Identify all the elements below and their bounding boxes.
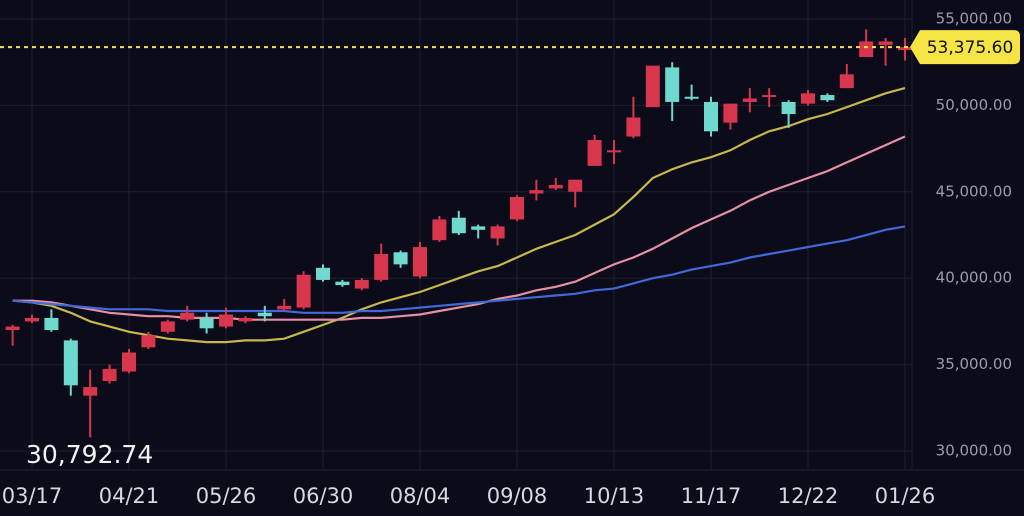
candle-body [626, 117, 641, 137]
candle-body [413, 247, 427, 277]
candle-body [548, 184, 563, 189]
candle-body [607, 150, 621, 153]
candle-body [801, 93, 815, 104]
candle-body [199, 317, 214, 329]
candle-body [665, 67, 680, 102]
y-tick-label: 55,000.00 [936, 10, 1012, 28]
y-tick-label: 40,000.00 [936, 269, 1012, 287]
candle-body [451, 217, 466, 234]
x-tick-label: 03/17 [2, 484, 63, 508]
last-price-tag [910, 30, 1020, 65]
candle-body [238, 317, 253, 322]
candle-body [63, 340, 78, 386]
candle-body [160, 321, 175, 332]
x-tick-label: 09/08 [487, 484, 548, 508]
x-tick-label: 11/17 [681, 484, 742, 508]
x-tick-label: 01/26 [875, 484, 936, 508]
candle-body [471, 226, 486, 230]
x-tick-label: 05/26 [196, 484, 257, 508]
x-tick-label: 04/21 [99, 484, 160, 508]
candle-body [393, 252, 408, 265]
candle-body [704, 101, 718, 132]
y-tick-label: 50,000.00 [936, 96, 1012, 114]
candle-body [296, 274, 311, 308]
candle-body [374, 254, 389, 280]
y-tick-label: 30,000.00 [936, 441, 1012, 459]
candle-body [723, 103, 738, 123]
candle-body [257, 312, 272, 317]
candle-body [645, 65, 660, 108]
candle-body [122, 352, 136, 372]
candle-body [141, 335, 156, 348]
x-tick-label: 10/13 [584, 484, 645, 508]
y-tick-label: 45,000.00 [936, 182, 1012, 200]
candle-body [180, 312, 195, 320]
candle-body [219, 314, 233, 327]
candle-body [587, 139, 602, 166]
candle-body [742, 98, 757, 102]
candle-body [83, 387, 98, 396]
candle-body [684, 96, 699, 99]
candle-body [44, 317, 59, 331]
x-tick-label: 12/22 [778, 484, 839, 508]
candle-body [820, 95, 835, 101]
x-tick-label: 08/04 [390, 484, 451, 508]
candle-body [878, 41, 893, 45]
candle-body [781, 101, 796, 115]
candle-body [277, 305, 292, 310]
candle-body [839, 74, 854, 89]
candle-body [510, 196, 524, 220]
candle-body [432, 219, 447, 241]
candle-body [102, 368, 117, 382]
candle-body [568, 179, 583, 192]
candle-body [898, 47, 912, 51]
candle-body [25, 317, 39, 322]
low-price-label: 30,792.74 [26, 440, 153, 469]
moving-average-line [12, 87, 906, 344]
candle-body [354, 279, 369, 289]
moving-average-line [12, 135, 906, 321]
candle-body [5, 326, 20, 331]
moving-average-line [12, 225, 906, 314]
x-tick-label: 06/30 [293, 484, 354, 508]
candle-body [490, 226, 505, 239]
y-tick-label: 35,000.00 [936, 355, 1012, 373]
candle-body [316, 267, 330, 280]
candle-body [859, 41, 874, 58]
last-price-label: 53,375.60 [927, 38, 1014, 58]
candle-body [762, 95, 777, 98]
candle-body [529, 190, 544, 194]
candle-body [335, 281, 350, 286]
